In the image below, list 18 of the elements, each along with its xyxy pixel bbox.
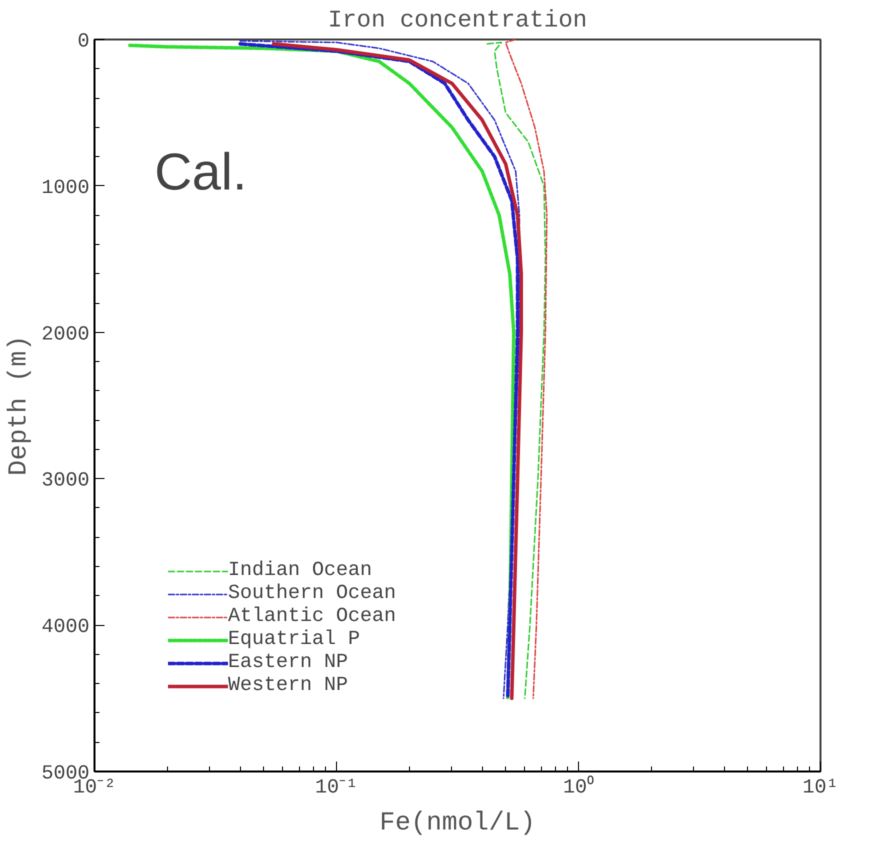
annotation: Cal.	[154, 144, 247, 202]
y-tick-label: 1000	[41, 176, 90, 200]
legend-label: Eastern NP	[228, 651, 348, 674]
legend-label: Equatrial P	[228, 628, 360, 651]
y-tick-label: 3000	[41, 470, 90, 493]
y-tick-label: 0	[78, 30, 90, 54]
legend-label: Southern Ocean	[228, 582, 396, 605]
x-tick-label: 10⁻¹	[314, 776, 358, 800]
x-tick-label: 10¹	[802, 776, 839, 800]
x-axis-title: Fe(nmol/L)	[379, 808, 536, 838]
y-axis-title: Depth (m)	[3, 335, 34, 476]
y-tick-label: 2000	[41, 323, 90, 346]
legend-label: Western NP	[228, 674, 348, 697]
chart-title: Iron concentration	[328, 8, 588, 34]
x-tick-label: 10⁰	[563, 774, 594, 800]
legend-label: Indian Ocean	[228, 559, 372, 582]
y-tick-label: 4000	[41, 616, 90, 640]
legend-label: Atlantic Ocean	[228, 605, 396, 628]
